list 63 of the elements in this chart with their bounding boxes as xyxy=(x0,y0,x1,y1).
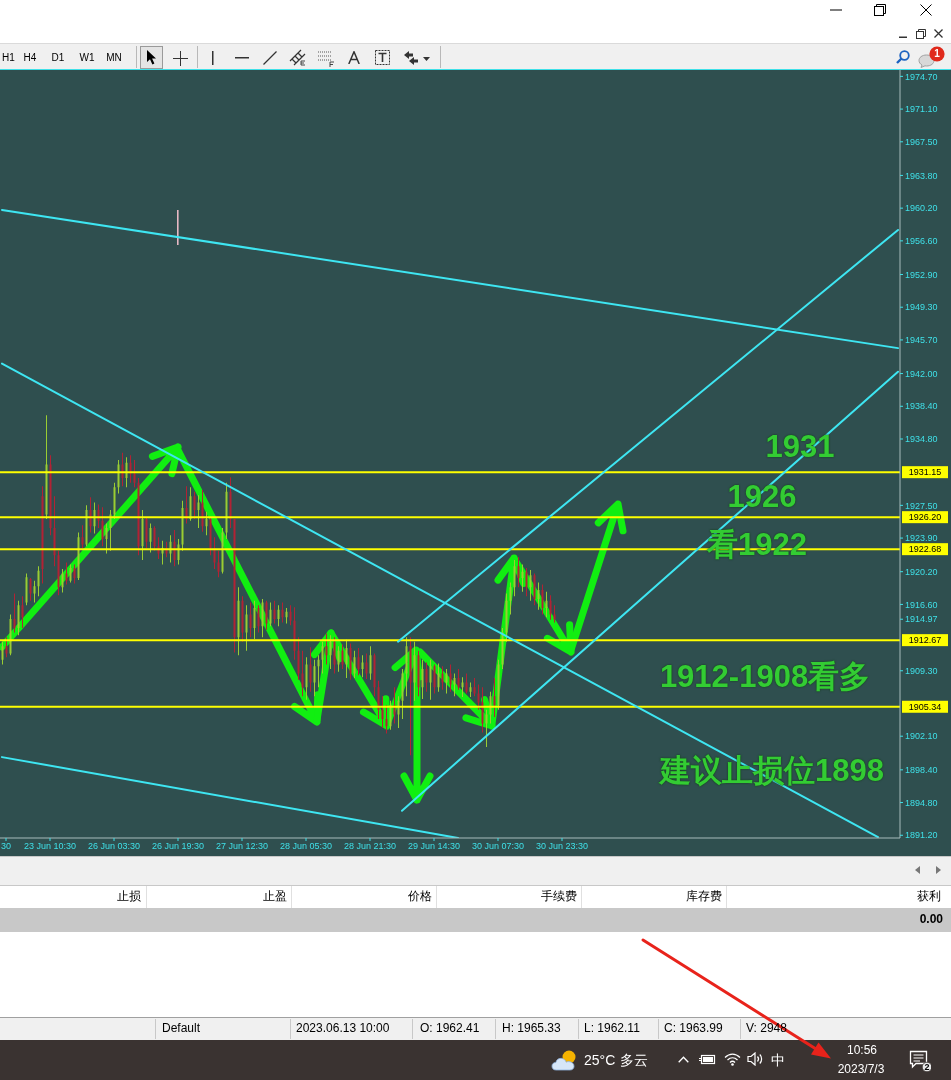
y-tick-label: 1902.10 xyxy=(905,731,938,742)
y-tick-label: 1974.70 xyxy=(905,71,938,82)
y-tick-label: 1942.00 xyxy=(905,368,938,379)
y-tick-label: 1960.20 xyxy=(905,203,938,214)
text: 止盈 xyxy=(263,889,287,904)
text: 2023.06.13 10:00 xyxy=(296,1021,390,1036)
text: D1 xyxy=(51,52,65,64)
y-tick-label: 1923.90 xyxy=(905,533,938,544)
y-tick-label: 1891.20 xyxy=(905,830,938,841)
y-tick-label: 1927.50 xyxy=(905,500,938,511)
x-tick-label: 30 Jun 23:30 xyxy=(535,841,589,852)
text: C: 1963.99 xyxy=(664,1021,723,1036)
y-tick-label: 1938.40 xyxy=(905,401,938,412)
text: Default xyxy=(162,1021,201,1036)
text: 多云 xyxy=(620,1051,648,1069)
text: 手续费 xyxy=(541,889,577,904)
text: H4 xyxy=(23,52,37,64)
y-tick-label: 1894.80 xyxy=(905,797,938,808)
ref-line-label: 1922.68 xyxy=(908,544,942,555)
x-tick-label: 28 Jun 21:30 xyxy=(343,841,397,852)
x-tick-label: 27 Jun 12:30 xyxy=(215,841,269,852)
text: 25°C xyxy=(584,1051,616,1069)
x-tick-label: 26 Jun 03:30 xyxy=(87,841,141,852)
text: H1 xyxy=(2,52,15,64)
text: 1 xyxy=(934,48,940,60)
x-tick-label: 29 Jun 14:30 xyxy=(407,841,461,852)
annotation: 1912-1908看多 xyxy=(659,659,871,695)
text: L: 1962.11 xyxy=(584,1021,640,1036)
text: 2023/7/3 xyxy=(837,1062,885,1077)
ref-line-label: 1905.34 xyxy=(908,701,942,712)
text: 价格 xyxy=(408,889,432,904)
x-tick-label: 30 xyxy=(0,841,12,852)
text: MN xyxy=(106,52,122,64)
x-tick-label: 26 Jun 19:30 xyxy=(151,841,205,852)
y-tick-label: 1971.10 xyxy=(905,104,938,115)
y-tick-label: 1920.20 xyxy=(905,566,938,577)
ref-line-label: 1912.67 xyxy=(908,635,942,646)
x-tick-label: 23 Jun 10:30 xyxy=(23,841,77,852)
text: 止损 xyxy=(117,889,141,904)
text: 中 xyxy=(771,1051,785,1069)
y-tick-label: 1916.60 xyxy=(905,599,938,610)
y-tick-label: 1952.90 xyxy=(905,269,938,280)
y-tick-label: 1934.80 xyxy=(905,434,938,445)
text: 2 xyxy=(924,1061,930,1073)
text: 获利 xyxy=(917,889,941,904)
text: H: 1965.33 xyxy=(502,1021,561,1036)
text: W1 xyxy=(79,52,95,64)
y-tick-label: 1914.97 xyxy=(905,614,938,625)
y-tick-label: 1963.80 xyxy=(905,170,938,181)
y-tick-label: 1949.30 xyxy=(905,302,938,313)
text: 库存费 xyxy=(686,889,722,904)
ref-line-label: 1926.20 xyxy=(908,512,942,523)
y-tick-label: 1956.60 xyxy=(905,236,938,247)
ref-line-label: 1931.15 xyxy=(908,467,942,478)
y-tick-label: 1898.40 xyxy=(905,765,938,776)
y-tick-label: 1945.70 xyxy=(905,335,938,346)
text: 10:56 xyxy=(846,1043,878,1058)
x-tick-label: 30 Jun 07:30 xyxy=(471,841,525,852)
y-tick-label: 1909.30 xyxy=(905,665,938,676)
text: 0.00 xyxy=(919,912,943,927)
x-tick-label: 28 Jun 05:30 xyxy=(279,841,333,852)
y-tick-label: 1967.50 xyxy=(905,137,938,147)
text: O: 1962.41 xyxy=(420,1021,480,1036)
